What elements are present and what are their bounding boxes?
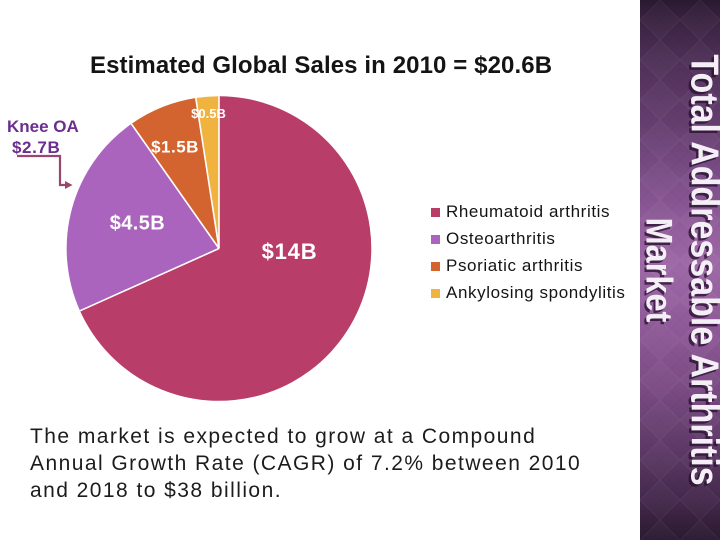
svg-text:$14B: $14B: [262, 239, 318, 264]
svg-text:$1.5B: $1.5B: [151, 137, 199, 156]
svg-text:$4.5B: $4.5B: [110, 213, 165, 235]
svg-text:$0.5B: $0.5B: [191, 106, 226, 121]
